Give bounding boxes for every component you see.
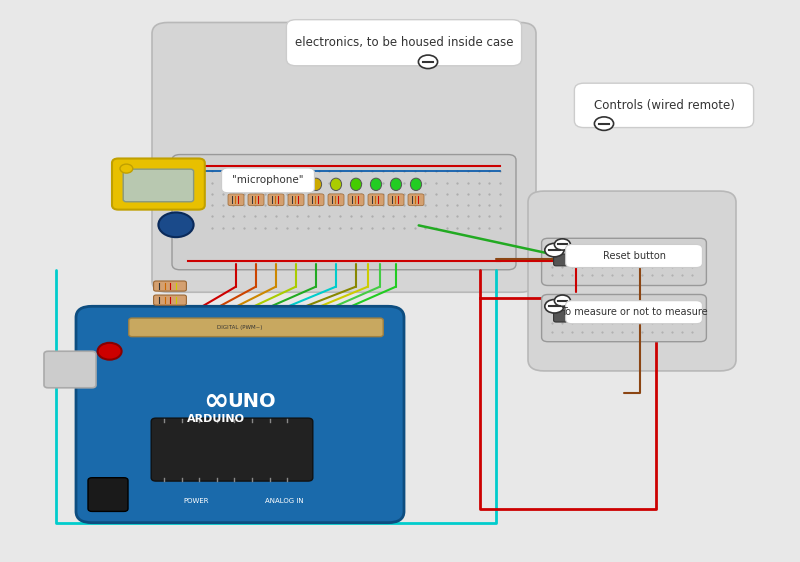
Ellipse shape [250, 178, 262, 191]
Circle shape [545, 300, 564, 313]
FancyBboxPatch shape [528, 191, 736, 371]
Text: DIGITAL (PWM~): DIGITAL (PWM~) [218, 325, 262, 329]
Ellipse shape [290, 178, 302, 191]
Circle shape [594, 117, 614, 130]
FancyBboxPatch shape [44, 351, 96, 388]
Circle shape [120, 164, 133, 173]
Circle shape [98, 343, 122, 360]
FancyBboxPatch shape [112, 158, 205, 210]
FancyBboxPatch shape [76, 306, 404, 523]
Circle shape [545, 243, 564, 257]
Text: electronics, to be housed inside case: electronics, to be housed inside case [294, 36, 514, 49]
Text: UNO: UNO [228, 392, 276, 411]
Circle shape [158, 212, 194, 237]
FancyBboxPatch shape [554, 254, 570, 266]
Text: POWER: POWER [183, 498, 209, 504]
FancyBboxPatch shape [228, 194, 244, 206]
FancyBboxPatch shape [328, 194, 344, 206]
Text: "microphone": "microphone" [232, 175, 304, 185]
FancyBboxPatch shape [542, 294, 706, 342]
FancyBboxPatch shape [154, 281, 186, 291]
FancyBboxPatch shape [152, 22, 536, 292]
Text: Controls (wired remote): Controls (wired remote) [594, 98, 734, 112]
FancyBboxPatch shape [566, 301, 702, 324]
Ellipse shape [370, 178, 382, 191]
Circle shape [554, 295, 570, 306]
Text: ANALOG IN: ANALOG IN [265, 498, 303, 504]
Circle shape [554, 239, 570, 250]
Ellipse shape [330, 178, 342, 191]
Ellipse shape [410, 178, 422, 191]
FancyBboxPatch shape [368, 194, 384, 206]
Ellipse shape [270, 178, 282, 191]
Text: Reset button: Reset button [603, 251, 666, 261]
Ellipse shape [310, 178, 322, 191]
Text: ∞: ∞ [203, 387, 229, 416]
Text: To measure or not to measure: To measure or not to measure [561, 307, 708, 318]
FancyBboxPatch shape [268, 194, 284, 206]
FancyBboxPatch shape [286, 20, 522, 66]
FancyBboxPatch shape [248, 194, 264, 206]
FancyBboxPatch shape [151, 418, 313, 481]
Text: ARDUINO: ARDUINO [187, 414, 245, 424]
Circle shape [418, 55, 438, 69]
FancyBboxPatch shape [88, 478, 128, 511]
FancyBboxPatch shape [308, 194, 324, 206]
FancyBboxPatch shape [566, 244, 702, 268]
FancyBboxPatch shape [542, 238, 706, 285]
FancyBboxPatch shape [574, 83, 754, 128]
FancyBboxPatch shape [408, 194, 424, 206]
FancyBboxPatch shape [388, 194, 404, 206]
FancyBboxPatch shape [222, 168, 314, 193]
Ellipse shape [350, 178, 362, 191]
FancyBboxPatch shape [123, 169, 194, 202]
FancyBboxPatch shape [348, 194, 364, 206]
FancyBboxPatch shape [129, 318, 383, 337]
FancyBboxPatch shape [154, 295, 186, 305]
Ellipse shape [390, 178, 402, 191]
FancyBboxPatch shape [172, 155, 516, 270]
FancyBboxPatch shape [554, 310, 570, 322]
Ellipse shape [230, 178, 242, 191]
FancyBboxPatch shape [288, 194, 304, 206]
